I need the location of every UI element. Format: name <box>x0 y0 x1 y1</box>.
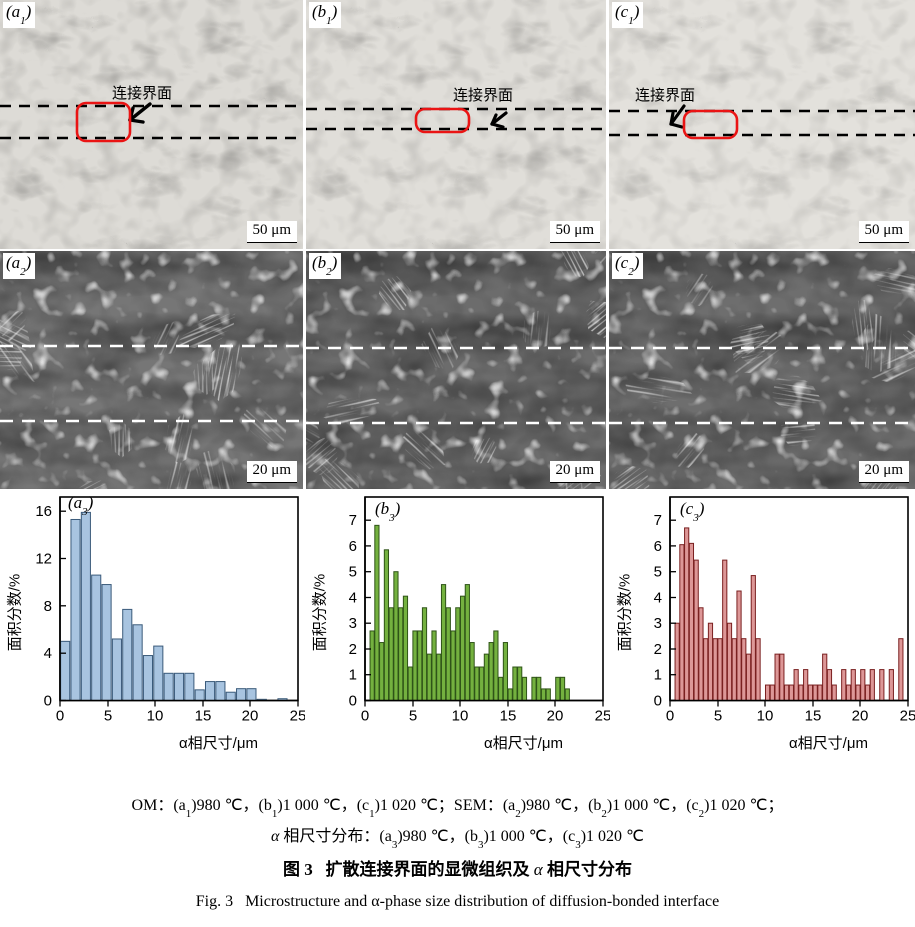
svg-text:7: 7 <box>349 512 357 529</box>
svg-text:15: 15 <box>195 708 212 725</box>
svg-text:25: 25 <box>290 708 305 725</box>
svg-text:25: 25 <box>900 708 915 725</box>
svg-text:15: 15 <box>500 708 517 725</box>
svg-text:0: 0 <box>349 693 357 710</box>
svg-text:7: 7 <box>654 512 662 529</box>
svg-text:0: 0 <box>666 708 674 725</box>
svg-text:20: 20 <box>547 708 564 725</box>
svg-text:5: 5 <box>409 708 417 725</box>
svg-text:20: 20 <box>242 708 259 725</box>
svg-text:10: 10 <box>147 708 164 725</box>
svg-text:4: 4 <box>654 590 662 607</box>
svg-text:10: 10 <box>452 708 469 725</box>
svg-text:0: 0 <box>654 693 662 710</box>
svg-text:0: 0 <box>361 708 369 725</box>
svg-text:1: 1 <box>349 667 357 684</box>
svg-text:3: 3 <box>349 615 357 632</box>
svg-text:3: 3 <box>654 615 662 632</box>
svg-text:20: 20 <box>852 708 869 725</box>
svg-text:8: 8 <box>44 598 52 615</box>
svg-text:25: 25 <box>595 708 610 725</box>
svg-text:4: 4 <box>349 590 357 607</box>
svg-text:10: 10 <box>757 708 774 725</box>
svg-text:6: 6 <box>349 538 357 555</box>
svg-text:6: 6 <box>654 538 662 555</box>
svg-text:5: 5 <box>349 564 357 581</box>
svg-text:1: 1 <box>654 667 662 684</box>
svg-text:12: 12 <box>35 551 52 568</box>
svg-text:16: 16 <box>35 503 52 520</box>
svg-text:4: 4 <box>44 645 52 662</box>
svg-text:0: 0 <box>56 708 64 725</box>
svg-text:2: 2 <box>349 641 357 658</box>
svg-text:15: 15 <box>805 708 822 725</box>
svg-text:5: 5 <box>104 708 112 725</box>
svg-text:2: 2 <box>654 641 662 658</box>
svg-text:5: 5 <box>654 564 662 581</box>
svg-text:5: 5 <box>714 708 722 725</box>
svg-text:0: 0 <box>44 693 52 710</box>
